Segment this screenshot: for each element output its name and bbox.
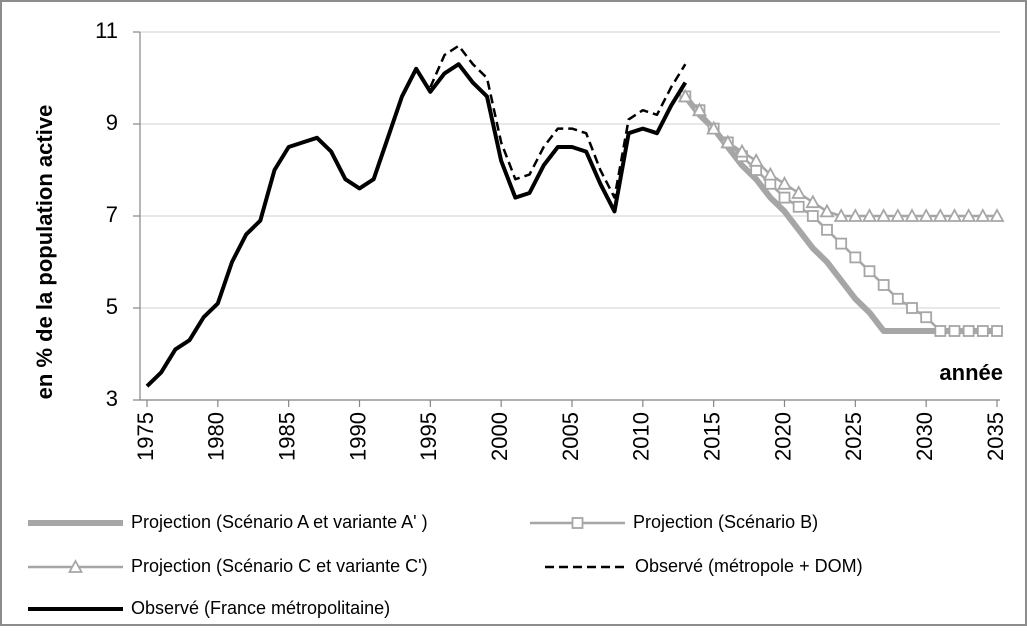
data-marker (847, 208, 863, 222)
x-tick-label: 1990 (345, 412, 370, 461)
data-marker (792, 200, 805, 213)
data-marker (891, 292, 904, 305)
data-marker (906, 302, 918, 314)
data-marker (863, 265, 876, 278)
data-marker (819, 203, 835, 218)
annotation: année (939, 360, 1003, 385)
data-marker (976, 325, 989, 337)
x-tick-label: 2005 (558, 412, 583, 461)
data-marker (720, 134, 736, 149)
data-marker (821, 223, 833, 236)
data-marker (961, 208, 977, 222)
data-marker (890, 208, 906, 222)
data-marker (920, 311, 933, 324)
legend-label: Projection (Scénario A et variante A' ) (131, 512, 428, 532)
data-marker (948, 325, 961, 337)
legend-label: Projection (Scénario B) (633, 512, 818, 532)
data-marker (932, 208, 948, 222)
x-tick-label: 2030 (912, 412, 937, 461)
data-marker (877, 279, 890, 291)
y-axis-title: en % de la population active (32, 105, 57, 400)
data-marker (791, 185, 807, 199)
data-marker (849, 251, 862, 264)
y-tick-label: 11 (95, 18, 118, 43)
legend-marker (571, 517, 584, 529)
x-tick-label: 2000 (487, 412, 512, 461)
y-tick-label: 5 (106, 294, 118, 319)
data-marker (778, 191, 791, 204)
x-tick-label: 1975 (133, 412, 158, 461)
x-tick-label: 2010 (629, 412, 654, 461)
x-tick-label: 2025 (841, 412, 866, 461)
y-tick-label: 3 (106, 386, 118, 411)
data-marker (706, 120, 722, 135)
data-marker (934, 325, 947, 337)
series-line (145, 62, 688, 388)
data-marker (991, 325, 1003, 337)
legend-label: Observé (France métropolitaine) (131, 598, 390, 618)
x-tick-label: 2020 (770, 412, 795, 461)
data-marker (904, 208, 920, 222)
data-marker (734, 143, 750, 158)
data-marker (748, 152, 764, 167)
data-marker (691, 102, 708, 117)
x-tick-label: 1995 (416, 412, 441, 461)
data-marker (918, 208, 934, 222)
data-marker (962, 325, 975, 337)
legend-marker (67, 559, 84, 573)
x-tick-label: 2015 (699, 412, 724, 461)
data-marker (861, 208, 878, 222)
data-marker (876, 208, 892, 222)
x-tick-label: 1985 (274, 412, 299, 461)
data-marker (762, 166, 778, 181)
legend-label: Observé (métropole + DOM) (635, 556, 863, 576)
y-tick-label: 7 (106, 202, 118, 227)
x-tick-label: 2035 (983, 412, 1008, 461)
legend-label: Projection (Scénario C et variante C') (131, 556, 428, 576)
y-tick-label: 9 (106, 110, 118, 135)
data-marker (946, 208, 963, 222)
data-marker (677, 88, 693, 103)
data-marker (975, 208, 991, 222)
x-tick-label: 1980 (204, 412, 229, 461)
data-marker (989, 208, 1005, 222)
data-marker (835, 237, 848, 250)
series-line (429, 44, 687, 199)
data-marker (805, 194, 821, 209)
data-marker (806, 210, 819, 222)
data-marker (833, 208, 849, 222)
data-marker (776, 175, 793, 190)
